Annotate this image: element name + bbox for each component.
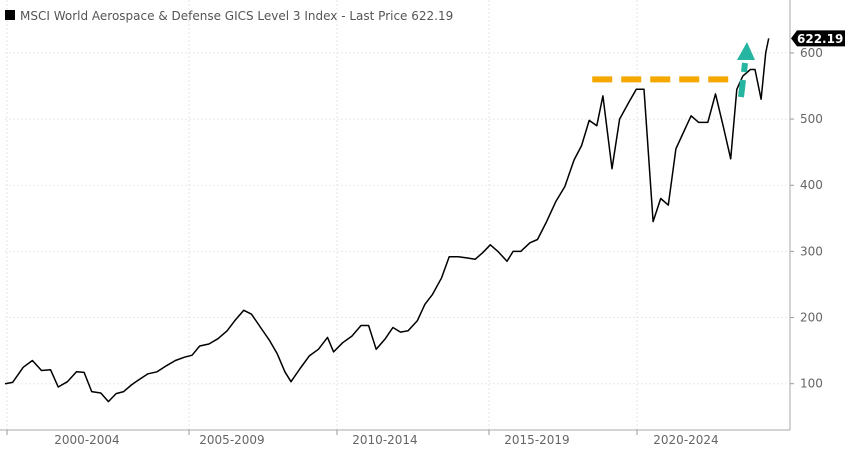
gridlines bbox=[5, 0, 790, 430]
series-layer bbox=[4, 38, 770, 403]
x-tick-label-2: 2010-2014 bbox=[352, 433, 417, 447]
x-tick-label-4: 2020-2024 bbox=[653, 433, 718, 447]
x-tick-label-1: 2005-2009 bbox=[199, 433, 264, 447]
last-price-label: 622.19 bbox=[791, 30, 845, 47]
x-tick-label-0: 2000-2004 bbox=[54, 433, 119, 447]
x-tick-label-3: 2015-2019 bbox=[504, 433, 569, 447]
y-tick-label-2: 300 bbox=[800, 244, 823, 258]
y-tick-label-1: 200 bbox=[800, 311, 823, 325]
legend-swatch bbox=[5, 10, 15, 20]
legend-entry: MSCI World Aerospace & Defense GICS Leve… bbox=[20, 9, 453, 23]
last-price-label-box bbox=[791, 30, 845, 47]
y-tick-label-4: 500 bbox=[800, 112, 823, 126]
up-arrow-shaft-lower bbox=[738, 79, 746, 98]
annotations bbox=[592, 42, 755, 98]
last-price-label-text: 622.19 bbox=[797, 32, 843, 46]
axes bbox=[0, 0, 794, 435]
legend: MSCI World Aerospace & Defense GICS Leve… bbox=[5, 9, 453, 23]
up-arrow-head bbox=[737, 42, 755, 60]
y-tick-label-5: 600 bbox=[800, 46, 823, 60]
x-axis-tick-labels: 2000-2004 2005-2009 2010-2014 2015-2019 2020… bbox=[54, 433, 718, 447]
up-arrow-shaft-upper bbox=[741, 62, 748, 73]
y-tick-label-0: 100 bbox=[800, 377, 823, 391]
series-line-0 bbox=[4, 38, 770, 403]
y-axis-tick-labels: 100 200 300 400 500 600 bbox=[800, 46, 823, 391]
y-tick-label-3: 400 bbox=[800, 178, 823, 192]
